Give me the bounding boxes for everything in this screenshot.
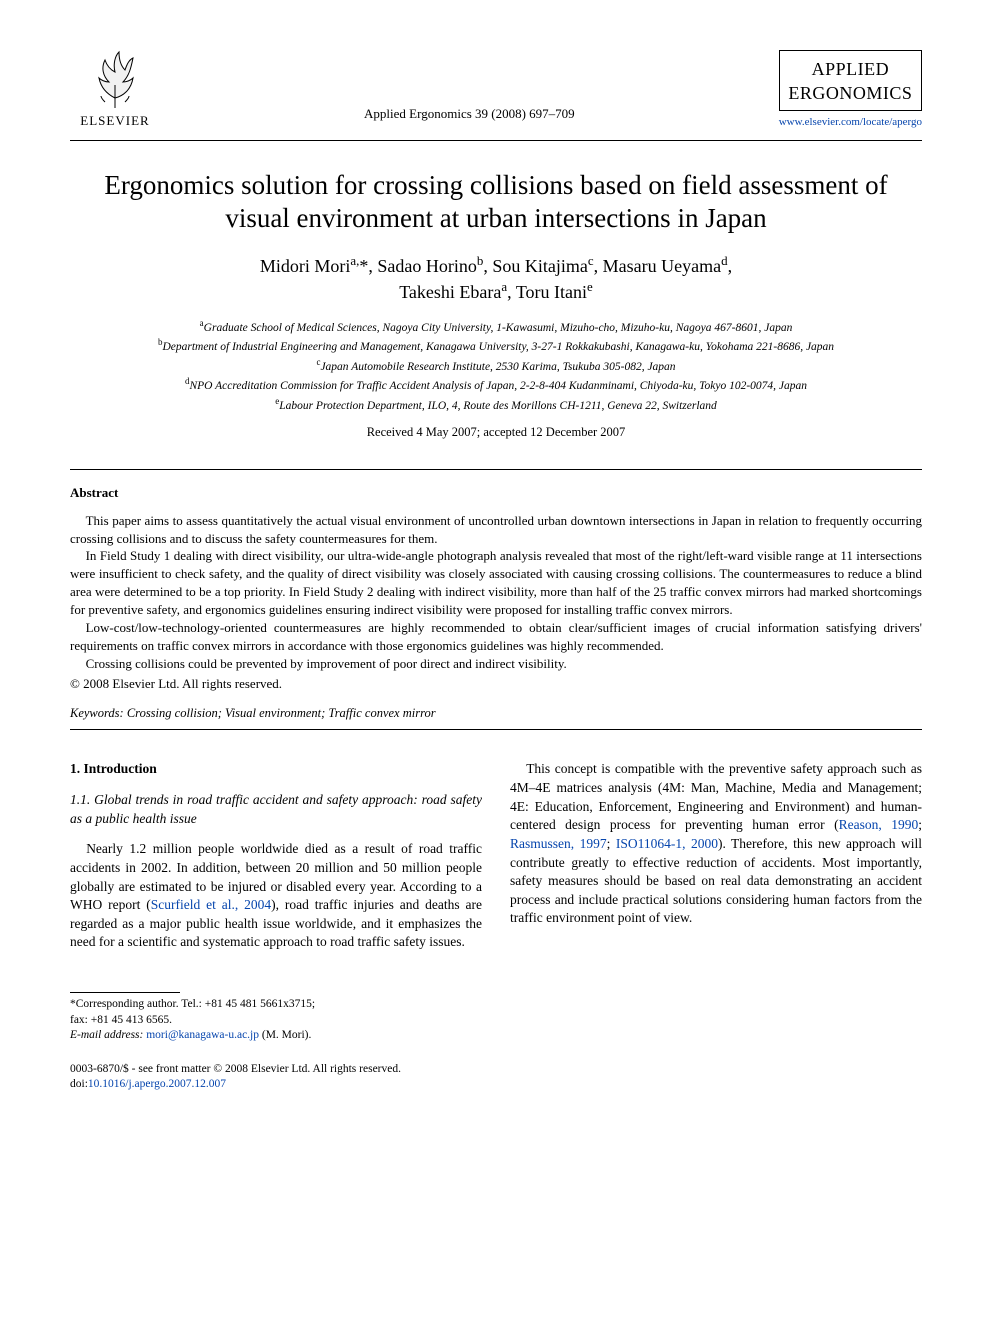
keywords: Keywords: Crossing collision; Visual env…	[70, 705, 922, 722]
abstract-block: Abstract This paper aims to assess quant…	[70, 484, 922, 693]
ref-rasmussen-1997[interactable]: Rasmussen, 1997	[510, 836, 607, 851]
ref-scurfield-2004[interactable]: Scurfield et al., 2004	[151, 897, 271, 912]
corresponding-email-line: E-mail address: mori@kanagawa-u.ac.jp (M…	[70, 1028, 479, 1044]
affil-c: cJapan Automobile Research Institute, 25…	[70, 356, 922, 376]
corresponding-fax: fax: +81 45 413 6565.	[70, 1013, 479, 1029]
article-title: Ergonomics solution for crossing collisi…	[90, 169, 902, 237]
affil-c-text: Japan Automobile Research Institute, 253…	[320, 360, 675, 372]
email-link[interactable]: mori@kanagawa-u.ac.jp	[146, 1029, 259, 1041]
keywords-text: Crossing collision; Visual environment; …	[124, 706, 436, 720]
received-dates: Received 4 May 2007; accepted 12 Decembe…	[70, 424, 922, 441]
journal-url-link[interactable]: www.elsevier.com/locate/apergo	[779, 116, 922, 128]
body-p2-sep2: ;	[607, 836, 616, 851]
abstract-p4: Crossing collisions could be prevented b…	[70, 655, 922, 673]
subsection-1-1-heading: 1.1. Global trends in road traffic accid…	[70, 791, 482, 828]
footnote-rule	[70, 992, 180, 993]
body-p2: This concept is compatible with the prev…	[510, 760, 922, 928]
bottom-meta: 0003-6870/$ - see front matter © 2008 El…	[70, 1062, 922, 1093]
abstract-bottom-rule	[70, 729, 922, 730]
email-suffix: (M. Mori).	[259, 1029, 311, 1041]
journal-logo-block: APPLIED ERGONOMICS www.elsevier.com/loca…	[779, 50, 922, 129]
abstract-top-rule	[70, 469, 922, 470]
journal-reference: Applied Ergonomics 39 (2008) 697–709	[160, 50, 779, 123]
doi-label: doi:	[70, 1078, 88, 1090]
publisher-logo: ELSEVIER	[70, 50, 160, 130]
authors: Midori Moria,*, Sadao Horinob, Sou Kitaj…	[70, 252, 922, 305]
authors-line1: Midori Moria,*, Sadao Horinob, Sou Kitaj…	[260, 256, 732, 276]
journal-url: www.elsevier.com/locate/apergo	[779, 115, 922, 130]
affil-a: aGraduate School of Medical Sciences, Na…	[70, 317, 922, 337]
publisher-name: ELSEVIER	[80, 112, 149, 130]
abstract-p3: Low-cost/low-technology-oriented counter…	[70, 619, 922, 655]
body-p2-sep1: ;	[918, 817, 922, 832]
affil-d-text: NPO Accreditation Commission for Traffic…	[189, 380, 807, 392]
affiliations: aGraduate School of Medical Sciences, Na…	[70, 317, 922, 415]
doi-line: doi:10.1016/j.apergo.2007.12.007	[70, 1077, 922, 1093]
body-columns: 1. Introduction 1.1. Global trends in ro…	[70, 760, 922, 952]
ref-iso11064-2000[interactable]: ISO11064-1, 2000	[616, 836, 718, 851]
footnotes: *Corresponding author. Tel.: +81 45 481 …	[70, 992, 479, 1044]
page-header: ELSEVIER Applied Ergonomics 39 (2008) 69…	[70, 50, 922, 130]
authors-line2: Takeshi Ebaraa, Toru Itanie	[399, 282, 593, 302]
affil-b: bDepartment of Industrial Engineering an…	[70, 336, 922, 356]
ref-reason-1990[interactable]: Reason, 1990	[839, 817, 919, 832]
affil-b-text: Department of Industrial Engineering and…	[162, 341, 834, 353]
section-1-heading: 1. Introduction	[70, 760, 482, 779]
journal-logo-box: APPLIED ERGONOMICS	[779, 50, 922, 111]
abstract-copyright: © 2008 Elsevier Ltd. All rights reserved…	[70, 675, 922, 693]
email-label: E-mail address:	[70, 1029, 143, 1041]
affil-e-text: Labour Protection Department, ILO, 4, Ro…	[279, 399, 717, 411]
corresponding-author: *Corresponding author. Tel.: +81 45 481 …	[70, 997, 479, 1013]
abstract-p2: In Field Study 1 dealing with direct vis…	[70, 547, 922, 619]
journal-logo-line1: APPLIED	[788, 57, 913, 81]
journal-logo-line2: ERGONOMICS	[788, 81, 913, 105]
affil-e: eLabour Protection Department, ILO, 4, R…	[70, 395, 922, 415]
abstract-p1: This paper aims to assess quantitatively…	[70, 512, 922, 548]
doi-link[interactable]: 10.1016/j.apergo.2007.12.007	[88, 1078, 226, 1090]
keywords-label: Keywords:	[70, 706, 124, 720]
header-rule	[70, 140, 922, 141]
body-p1: Nearly 1.2 million people worldwide died…	[70, 840, 482, 952]
elsevier-tree-icon	[85, 50, 145, 110]
abstract-heading: Abstract	[70, 484, 922, 502]
affil-a-text: Graduate School of Medical Sciences, Nag…	[204, 321, 793, 333]
issn-line: 0003-6870/$ - see front matter © 2008 El…	[70, 1062, 922, 1078]
affil-d: dNPO Accreditation Commission for Traffi…	[70, 375, 922, 395]
